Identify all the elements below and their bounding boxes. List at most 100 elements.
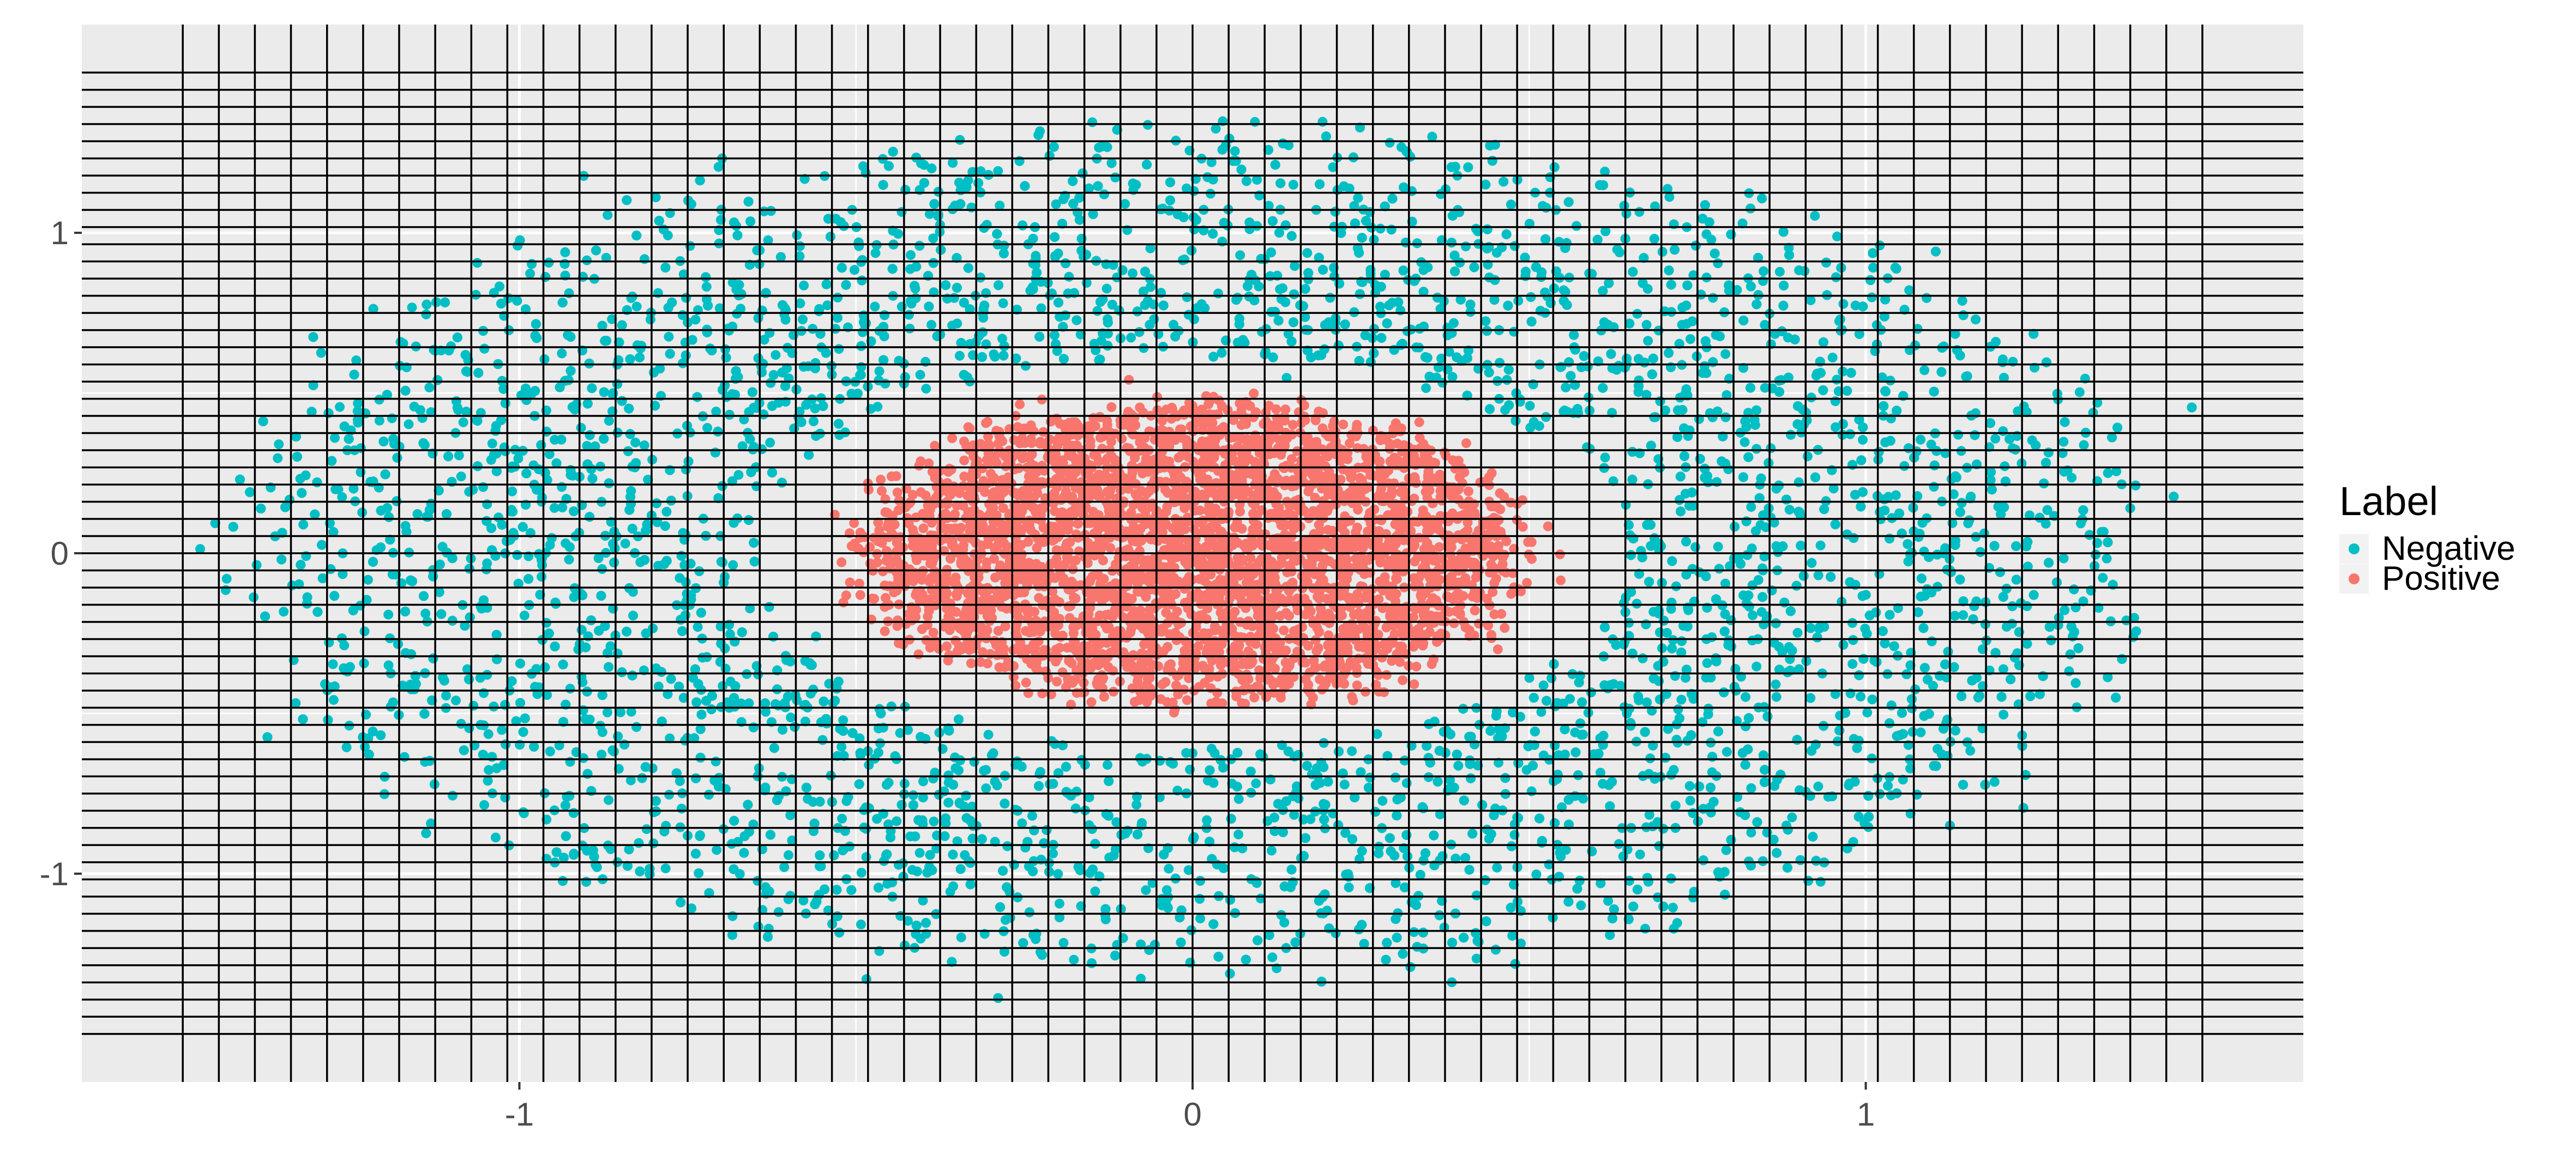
point-negative <box>870 301 880 311</box>
point-negative <box>955 135 965 145</box>
point-negative <box>1714 564 1724 573</box>
point-negative <box>1668 903 1678 912</box>
point-negative <box>1616 681 1626 691</box>
point-negative <box>685 241 695 251</box>
point-negative <box>1828 353 1838 362</box>
point-negative <box>1702 273 1712 282</box>
point-negative <box>1539 680 1549 690</box>
point-negative <box>301 470 311 480</box>
point-negative <box>497 725 507 735</box>
point-negative <box>1055 899 1064 909</box>
point-negative <box>2102 554 2112 564</box>
point-negative <box>1643 336 1653 346</box>
point-negative <box>892 817 901 826</box>
point-negative <box>1916 728 1925 737</box>
point-negative <box>675 573 684 583</box>
point-negative <box>1412 238 1422 248</box>
point-negative <box>1480 316 1490 326</box>
point-negative <box>1793 628 1803 638</box>
point-negative <box>792 230 802 240</box>
point-negative <box>1576 900 1586 910</box>
point-negative <box>1578 794 1588 803</box>
point-negative <box>1525 673 1534 683</box>
point-negative <box>1810 211 1820 221</box>
point-negative <box>1374 849 1383 858</box>
point-negative <box>1690 542 1700 552</box>
point-negative <box>1722 845 1731 855</box>
point-negative <box>1720 349 1730 359</box>
point-negative <box>557 482 567 492</box>
point-negative <box>1277 910 1286 920</box>
point-negative <box>249 592 258 602</box>
point-negative <box>1713 258 1723 268</box>
point-negative <box>2075 388 2085 397</box>
point-negative <box>1772 692 1781 702</box>
point-negative <box>2064 666 2074 676</box>
point-negative <box>677 804 687 814</box>
point-negative <box>862 852 871 862</box>
point-negative <box>981 783 991 793</box>
point-negative <box>803 794 812 804</box>
point-negative <box>1209 778 1219 788</box>
point-negative <box>1614 839 1624 849</box>
point-negative <box>335 402 345 412</box>
point-negative <box>1048 849 1058 858</box>
point-negative <box>634 838 643 848</box>
point-negative <box>916 370 925 380</box>
point-negative <box>1838 640 1848 650</box>
point-negative <box>2002 622 2012 632</box>
point-negative <box>484 729 493 739</box>
point-negative <box>328 660 338 669</box>
point-negative <box>928 233 938 243</box>
point-negative <box>1741 692 1750 702</box>
point-negative <box>753 876 762 886</box>
point-negative <box>594 553 604 563</box>
point-negative <box>838 715 848 725</box>
point-negative <box>1816 541 1826 551</box>
point-negative <box>912 867 922 876</box>
point-negative <box>1847 659 1857 669</box>
point-negative <box>916 934 925 944</box>
point-negative <box>1251 778 1261 788</box>
point-negative <box>990 352 1000 362</box>
point-negative <box>875 739 885 748</box>
point-negative <box>1600 452 1610 462</box>
point-negative <box>1740 811 1750 820</box>
point-negative <box>569 849 579 858</box>
point-negative <box>947 321 957 330</box>
point-negative <box>1867 293 1877 303</box>
point-negative <box>1093 306 1103 316</box>
point-negative <box>342 742 352 752</box>
point-negative <box>771 350 780 360</box>
point-negative <box>834 344 844 354</box>
point-negative <box>1369 235 1379 245</box>
point-negative <box>1787 813 1797 823</box>
point-negative <box>1875 240 1885 250</box>
point-negative <box>1564 273 1574 282</box>
point-negative <box>664 332 674 342</box>
point-negative <box>1919 365 1929 375</box>
point-negative <box>836 742 846 752</box>
point-negative <box>728 560 738 570</box>
point-negative <box>1128 269 1137 279</box>
point-negative <box>1126 332 1136 342</box>
point-negative <box>1658 247 1668 257</box>
point-negative <box>291 698 300 708</box>
point-negative <box>1702 658 1712 668</box>
point-negative <box>1472 891 1482 900</box>
point-negative <box>1546 673 1556 683</box>
point-negative <box>1744 590 1754 600</box>
point-negative <box>1929 482 1939 492</box>
point-negative <box>1357 846 1367 856</box>
point-negative <box>487 439 497 449</box>
point-negative <box>1164 864 1173 874</box>
point-negative <box>491 833 501 843</box>
point-negative <box>298 519 308 529</box>
point-negative <box>1752 444 1761 454</box>
point-negative <box>918 777 928 787</box>
point-negative <box>1759 267 1768 276</box>
point-negative <box>1847 618 1857 628</box>
point-negative <box>597 564 607 574</box>
point-negative <box>2059 553 2069 563</box>
point-negative <box>1867 694 1877 704</box>
